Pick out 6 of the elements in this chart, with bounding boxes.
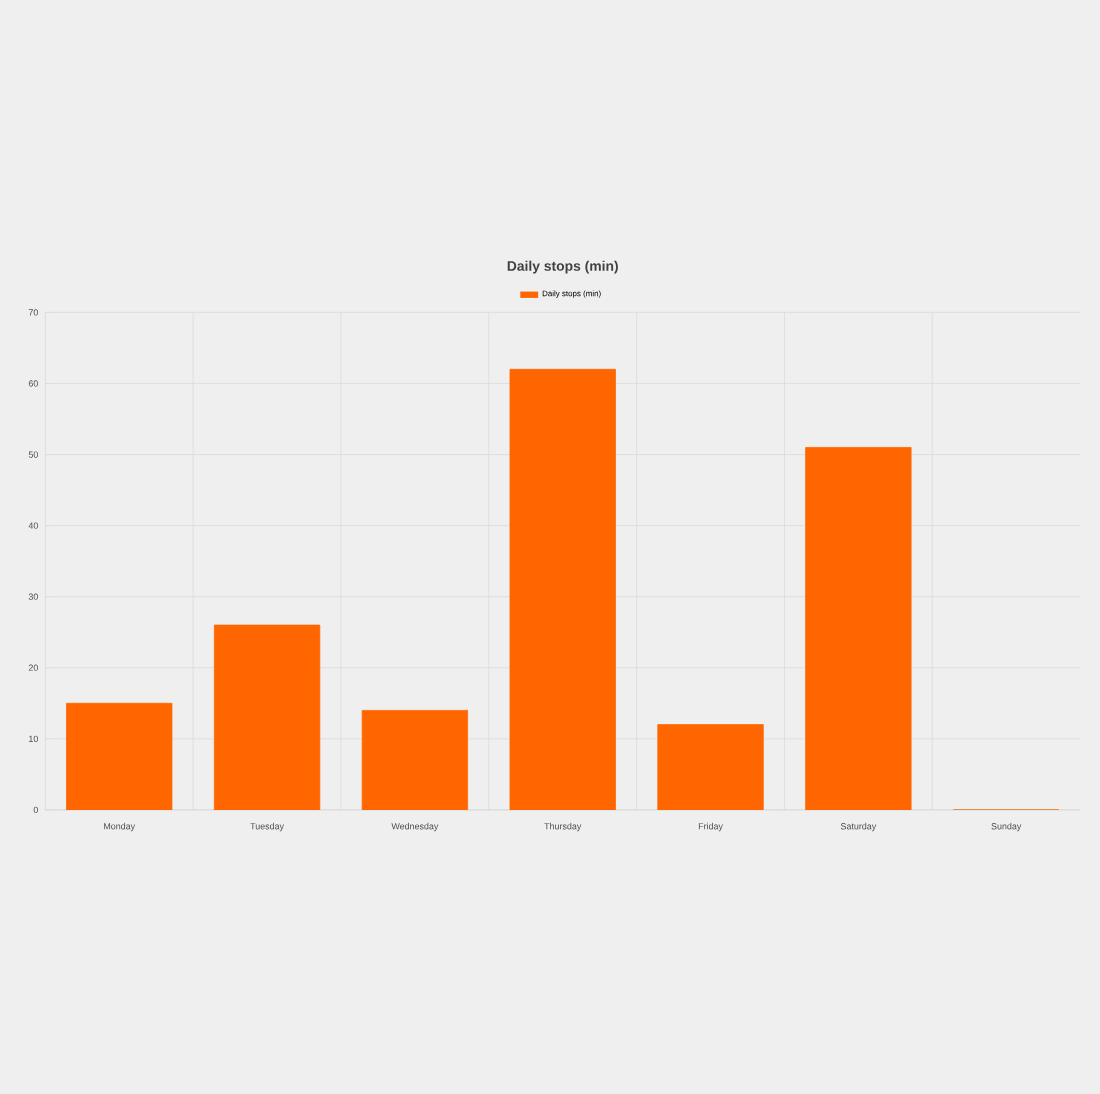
bar (66, 702, 173, 810)
bar (805, 446, 912, 810)
bar (509, 368, 616, 810)
bar (213, 624, 321, 810)
bar (361, 709, 469, 810)
bar (657, 724, 764, 810)
